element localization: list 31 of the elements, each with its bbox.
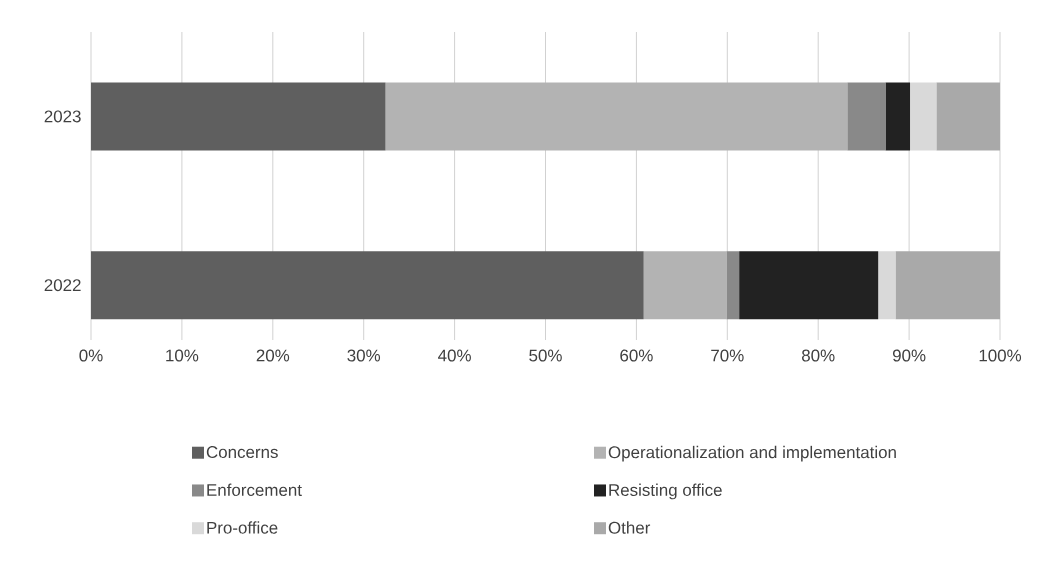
x-tick-label: 50% [529,349,562,362]
bar [726,251,740,320]
legend-label: Resisting office [609,483,722,500]
legend-label: Operationalization and implementation [608,445,896,462]
x-tick-label: 80% [801,349,835,362]
bar [739,251,879,320]
y-tick-label: 2023 [44,110,81,123]
bar [910,82,937,151]
x-tick-label: 60% [620,349,653,362]
y-tick-label: 2022 [44,279,81,292]
x-tick-label: 10% [166,349,199,362]
bar [936,82,1001,151]
bar [385,82,848,151]
legend-label: Other [608,521,651,534]
bar [91,82,386,151]
x-tick-label: 100% [979,349,1022,362]
bar [91,251,644,320]
bar [885,82,911,151]
bar [878,251,896,320]
bar [847,82,886,151]
legend-label: Enforcement [207,483,302,497]
x-tick-label: 70% [711,349,744,362]
legend-label: Concerns [206,446,278,459]
x-tick-label: 20% [256,349,290,362]
x-tick-label: 0% [79,349,103,362]
legend-label: Pro-office [207,521,278,534]
x-tick-label: 40% [438,349,471,362]
x-tick-label: 90% [892,349,926,362]
x-tick-label: 30% [347,349,381,362]
bar [895,251,1001,320]
bar [643,251,727,320]
